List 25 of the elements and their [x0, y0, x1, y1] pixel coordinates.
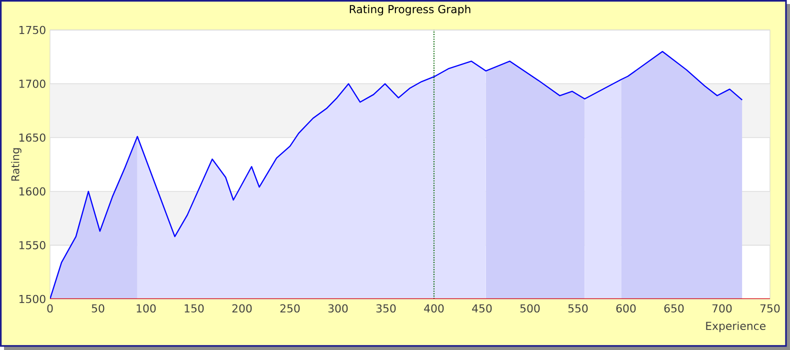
x-tick-label: 550: [568, 304, 588, 312]
x-tick-label: 300: [328, 304, 348, 312]
y-tick-label: 1750: [19, 26, 46, 34]
y-tick-label: 1600: [19, 187, 46, 196]
x-tick-label: 500: [520, 304, 540, 312]
x-tick-label: 200: [232, 304, 252, 312]
x-tick-label: 250: [280, 304, 300, 312]
x-tick-label: 600: [616, 304, 636, 312]
x-axis-title: Experience: [706, 322, 766, 332]
x-tick-label: 450: [472, 304, 492, 312]
x-tick-label: 700: [712, 304, 732, 312]
x-tick-label: 400: [424, 304, 444, 312]
x-tick-label: 350: [376, 304, 396, 312]
y-tick-label: 1500: [19, 294, 46, 304]
x-tick-label: 150: [184, 304, 204, 312]
x-tick-label: 650: [664, 304, 684, 312]
x-tick-label: 750: [760, 304, 780, 312]
chart-title: Rating Progress Graph: [350, 4, 470, 16]
x-tick-label: 100: [136, 304, 156, 312]
y-tick-label: 1550: [19, 241, 46, 250]
y-axis-title: Rating: [11, 148, 22, 181]
x-tick-label: 50: [92, 304, 104, 312]
y-tick-label: 1700: [19, 80, 46, 88]
y-tick-label: 1650: [19, 133, 46, 142]
x-tick-label: 0: [47, 304, 53, 312]
